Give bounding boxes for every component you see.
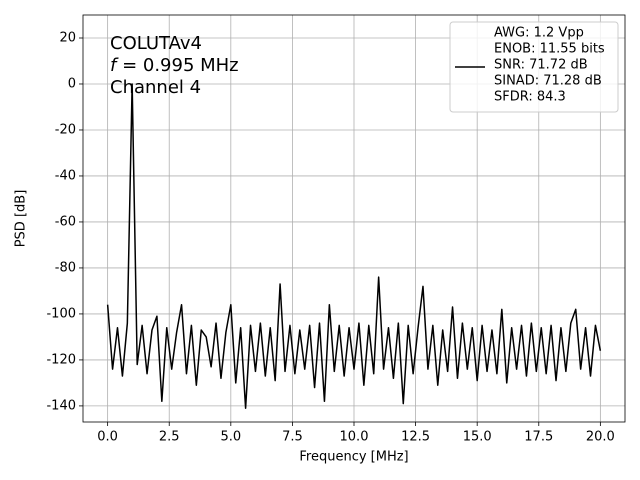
- annotation-part: = 0.995 MHz: [116, 55, 238, 76]
- legend-entry: SINAD: 71.28 dB: [494, 74, 602, 89]
- x-tick-label: 17.5: [524, 430, 553, 445]
- annotation: COLUTAv4: [110, 33, 202, 54]
- data-line: [106, 83, 602, 409]
- plot-frame: [82, 14, 626, 423]
- annotation-part: f: [110, 55, 119, 76]
- x-tick-label: 7.5: [282, 430, 303, 445]
- annotation-part: Channel 4: [110, 77, 201, 98]
- y-tick-label: -100: [46, 306, 76, 321]
- x-tick-label: 10.0: [340, 430, 369, 445]
- y-tick-label: -20: [55, 122, 76, 137]
- y-tick-label: -40: [55, 168, 76, 183]
- y-tick-label: -60: [55, 214, 76, 229]
- legend-entry: AWG: 1.2 Vpp: [494, 26, 584, 41]
- x-tick-label: 0.0: [97, 430, 118, 445]
- y-tick-label: 20: [59, 30, 76, 45]
- annotation: f = 0.995 MHz: [110, 55, 239, 76]
- legend-entry: SFDR: 84.3: [494, 90, 566, 105]
- x-tick-label: 5.0: [220, 430, 241, 445]
- y-tick-label: -140: [46, 398, 76, 413]
- annotation: Channel 4: [110, 77, 201, 98]
- y-tick-label: -120: [46, 352, 76, 367]
- legend-box: [449, 21, 619, 113]
- y-tick-label: 0: [68, 76, 76, 91]
- annotation-part: COLUTAv4: [110, 33, 202, 54]
- x-tick-label: 20.0: [586, 430, 615, 445]
- x-tick-label: 2.5: [159, 430, 180, 445]
- y-tick-label: -80: [55, 260, 76, 275]
- legend-entry: ENOB: 11.55 bits: [494, 42, 605, 57]
- y-axis-label: PSD [dB]: [14, 190, 29, 248]
- legend-entry: SNR: 71.72 dB: [494, 58, 588, 73]
- x-axis-label: Frequency [MHz]: [299, 450, 408, 465]
- x-tick-label: 15.0: [463, 430, 492, 445]
- x-tick-label: 12.5: [401, 430, 430, 445]
